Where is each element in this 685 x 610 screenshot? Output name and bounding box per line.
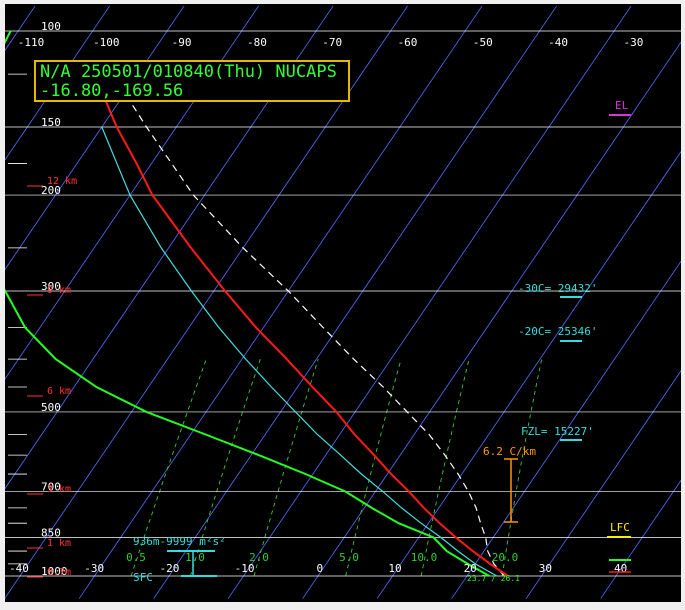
- mixing-ratio-line: [420, 358, 470, 577]
- bottom-temp-label: 40: [614, 562, 627, 575]
- bottom-temp-label: -40: [9, 562, 29, 575]
- top-temp-label: -70: [322, 36, 342, 49]
- mixing-ratio-label: 1.0: [185, 551, 205, 564]
- minus20-label: -20C= 25346': [518, 325, 597, 338]
- el-label: EL: [615, 99, 629, 112]
- height-label: 0.7m: [47, 567, 71, 578]
- parcel-trace: [124, 92, 505, 577]
- isotherm-line: [451, 260, 681, 599]
- bottom-temp-label: -20: [159, 562, 179, 575]
- height-label: 9 km: [47, 285, 71, 296]
- pressure-label-850: 850: [41, 527, 61, 540]
- mixing-ratio-label: 5.0: [339, 551, 359, 564]
- skewt-plot-area: 100 150 200 300 500 700 850 1000 -110 -100 -90 -80-…: [5, 4, 681, 602]
- pressure-label-500: 500: [41, 401, 61, 414]
- top-temp-label: -60: [398, 36, 418, 49]
- isotherm-line: [227, 5, 632, 599]
- isotherm-line: [5, 5, 259, 380]
- sfc-label: SFC: [133, 571, 153, 584]
- bottom-temp-label: 10: [388, 562, 401, 575]
- temperature-trace: [101, 92, 509, 577]
- mixing-ratio-label: 0.5: [126, 551, 146, 564]
- station-coordinates: -16.80,-169.56: [40, 81, 184, 101]
- pressure-label-1000: 1000: [41, 565, 68, 578]
- station-info-line1: N/A 250501/010840(Thu) NUCAPS: [40, 62, 337, 82]
- isotherm-line: [5, 5, 36, 51]
- pressure-label-100: 100: [41, 20, 61, 33]
- top-temp-label: -50: [473, 36, 493, 49]
- isotherm-line: [600, 479, 681, 599]
- mixing-ratio-label: 2.0: [249, 551, 269, 564]
- height-label: 3 km: [47, 484, 71, 495]
- fzl-label: FZL= 15227': [521, 425, 594, 438]
- bottom-temp-label: 20: [464, 562, 477, 575]
- isotherm-line: [5, 5, 334, 490]
- isotherm-line: [5, 5, 110, 161]
- lfc-label: LFC: [610, 521, 630, 534]
- minus30-label: -30C= 29432': [518, 282, 597, 295]
- isotherm-line: [525, 370, 681, 599]
- mixing-ratio-line: [253, 358, 319, 577]
- lapse-rate-label: 6.2 C/km: [483, 445, 536, 458]
- isotherm-line: [78, 5, 483, 599]
- mixing-ratio-label: 10.0: [411, 551, 438, 564]
- pressure-label-700: 700: [41, 481, 61, 494]
- top-temp-label: -90: [172, 36, 192, 49]
- surface-values-label: 23.7 / 26.1: [467, 574, 520, 583]
- top-temp-label: -100: [93, 36, 120, 49]
- bottom-temp-label: 0: [316, 562, 323, 575]
- isotherm-line: [153, 5, 557, 599]
- bottom-temp-label: 30: [539, 562, 552, 575]
- pressure-label-300: 300: [41, 280, 61, 293]
- height-label: 6 km: [47, 386, 71, 397]
- top-temp-label: -80: [247, 36, 267, 49]
- isotherm-line: [302, 41, 681, 599]
- bottom-temp-label: -10: [235, 562, 255, 575]
- mixing-ratio-label: 20.0: [492, 551, 519, 564]
- station-info-box: N/A 250501/010840(Thu) NUCAPS -16.80,-16…: [34, 60, 350, 102]
- helicity-label: 936m-9999 m²s²: [133, 535, 226, 548]
- dewpoint-trace: [5, 30, 490, 577]
- isotherm-line: [5, 5, 185, 271]
- top-temp-label: -110: [18, 36, 45, 49]
- pressure-label-150: 150: [41, 116, 61, 129]
- bottom-temp-label: -30: [84, 562, 104, 575]
- top-temp-label: -30: [623, 36, 643, 49]
- height-label: 1 km: [47, 538, 71, 549]
- isotherm-line: [5, 5, 408, 599]
- wetbulb-trace: [101, 126, 498, 577]
- height-label: 12 km: [47, 176, 77, 187]
- pressure-label-200: 200: [41, 184, 61, 197]
- mixing-ratio-line: [501, 359, 543, 577]
- isotherm-line: [376, 151, 681, 599]
- top-temp-label: -40: [548, 36, 568, 49]
